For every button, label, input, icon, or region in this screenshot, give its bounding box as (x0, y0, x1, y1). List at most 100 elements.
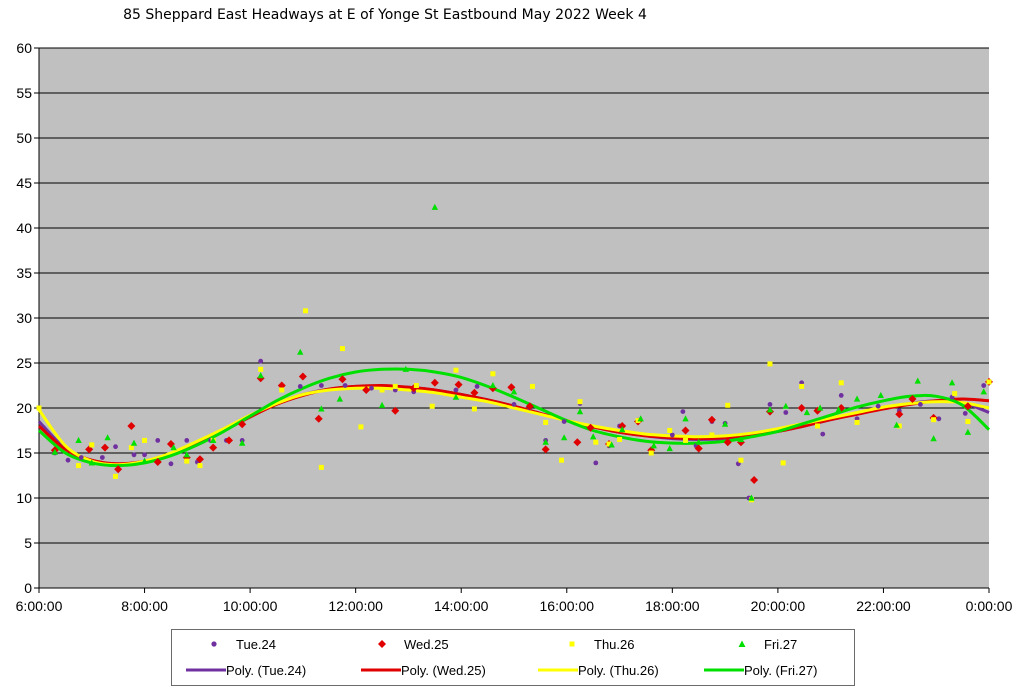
legend-item-poly-tue24: Poly. (Tue.24) (182, 660, 306, 680)
point-s3-31 (721, 420, 729, 427)
point-s1-36 (723, 438, 732, 447)
point-s2-30 (648, 450, 654, 456)
point-s2-2 (89, 442, 95, 448)
point-s1-28 (586, 423, 595, 432)
point-s1-38 (750, 476, 759, 484)
point-s3-46 (980, 388, 987, 395)
axes (34, 47, 990, 593)
point-s2-9 (258, 366, 264, 372)
point-s2-20 (471, 406, 477, 412)
point-s1-27 (573, 438, 582, 447)
point-s0-52 (936, 416, 942, 422)
legend-label-poly-tue24: Poly. (Tue.24) (226, 662, 307, 678)
point-s0-3 (99, 455, 105, 460)
legend-item-thu26: Thu.26 (550, 634, 634, 654)
legend-label-thu26: Thu.26 (594, 636, 635, 652)
point-s0-51 (917, 402, 923, 407)
point-s3-2 (88, 459, 95, 466)
point-s2-4 (128, 445, 134, 451)
legend-marker-wed25 (360, 634, 404, 654)
point-s0-14 (258, 358, 264, 364)
point-s2-33 (709, 432, 715, 438)
point-s2-22 (529, 383, 535, 389)
point-s3-29 (682, 415, 689, 422)
point-s0-26 (511, 402, 517, 407)
point-s3-5 (141, 457, 148, 464)
point-s3-34 (766, 406, 774, 413)
y-tick-label-45: 45 (16, 175, 32, 191)
point-s1-25 (525, 402, 534, 411)
point-s1-8 (195, 455, 204, 464)
point-s1-26 (541, 445, 550, 454)
point-s3-45 (964, 428, 972, 435)
legend-label-poly-thu26: Poly. (Thu.26) (578, 662, 659, 678)
point-s3-20 (542, 438, 549, 445)
point-s3-41 (893, 421, 900, 428)
point-s3-32 (737, 436, 745, 443)
x-tick-label-6: 18:00:00 (645, 598, 700, 614)
point-s1-43 (895, 410, 904, 419)
point-s3-27 (650, 442, 658, 449)
y-tick-label-0: 0 (24, 580, 32, 596)
legend-line-poly-thu26 (534, 660, 578, 680)
x-tick-label-9: 0:00:00 (966, 598, 1013, 614)
point-s2-32 (683, 437, 689, 443)
data-points (36, 203, 993, 503)
point-s2-44 (931, 417, 937, 423)
point-s1-44 (908, 395, 917, 403)
legend-label-tue24: Tue.24 (236, 636, 276, 652)
point-s1-5 (153, 458, 162, 466)
point-s2-18 (429, 403, 435, 409)
x-tick-label-2: 10:00:00 (223, 598, 278, 614)
point-s3-21 (560, 434, 568, 441)
y-tick-label-60: 60 (16, 40, 32, 56)
point-s1-21 (454, 380, 463, 389)
legend-label-fri27: Fri.27 (764, 636, 798, 652)
point-s1-35 (707, 415, 716, 424)
trendline-2 (37, 386, 990, 467)
point-s3-4 (130, 439, 138, 446)
point-s0-54 (962, 411, 968, 416)
headway-chart: 0 5 10 15 20 25 30 35 40 45 50 55 60 6:00:00 8:00:00 10… (16, 40, 1013, 614)
point-s2-0 (36, 405, 42, 411)
point-s1-30 (618, 422, 627, 430)
point-s2-11 (303, 308, 309, 314)
point-s2-14 (358, 424, 364, 430)
point-s0-36 (669, 432, 675, 438)
y-tick-label-25: 25 (16, 355, 32, 371)
point-s2-7 (197, 463, 203, 469)
point-s3-6 (170, 444, 177, 451)
point-s2-25 (577, 399, 583, 405)
point-s0-8 (168, 461, 174, 467)
legend-marker-fri27 (720, 634, 764, 654)
point-s1-18 (391, 406, 400, 415)
point-s3-12 (318, 405, 325, 412)
point-s2-38 (780, 460, 786, 466)
point-s3-43 (930, 435, 937, 442)
point-s3-33 (748, 494, 755, 501)
point-s2-21 (490, 371, 496, 377)
x-tick-label-4: 14:00:00 (434, 598, 489, 614)
point-s3-39 (853, 395, 861, 402)
point-s0-7 (155, 438, 161, 443)
point-s1-46 (963, 402, 972, 411)
legend-item-poly-wed25: Poly. (Wed.25) (357, 660, 486, 680)
point-s0-23 (453, 387, 459, 393)
point-s2-13 (339, 346, 345, 352)
point-s0-16 (297, 384, 303, 389)
point-s3-10 (257, 372, 264, 379)
point-s1-17 (362, 386, 371, 394)
point-s0-4 (113, 444, 118, 450)
point-s2-47 (986, 379, 992, 385)
y-tick-label-10: 10 (16, 490, 32, 506)
point-s3-37 (816, 404, 824, 411)
point-s0-47 (838, 393, 844, 398)
legend-item-wed25: Wed.25 (360, 634, 449, 654)
point-s3-1 (75, 436, 82, 443)
point-s2-41 (838, 380, 844, 386)
point-s2-40 (814, 423, 820, 429)
point-s3-26 (637, 415, 644, 422)
y-tick-label-50: 50 (16, 130, 32, 146)
x-tick-label-0: 6:00:00 (16, 598, 63, 614)
x-tick-label-5: 16:00:00 (540, 598, 595, 614)
